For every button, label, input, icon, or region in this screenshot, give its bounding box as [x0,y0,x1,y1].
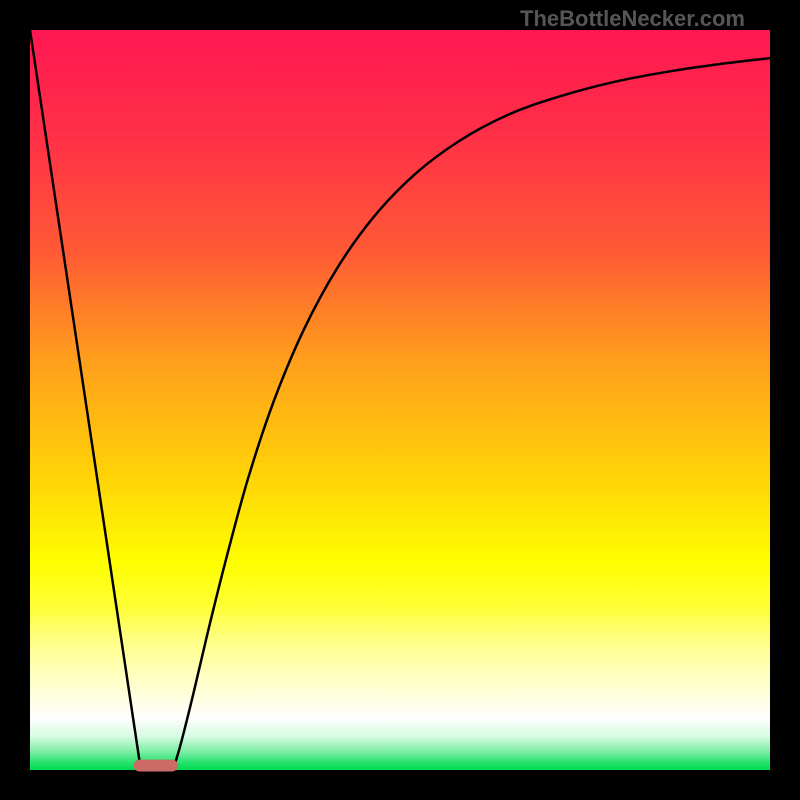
chart-container: TheBottleNecker.com [0,0,800,800]
bottleneck-chart [0,0,800,800]
chart-background [30,30,770,770]
optimal-marker [134,760,178,772]
watermark-text: TheBottleNecker.com [520,6,745,32]
